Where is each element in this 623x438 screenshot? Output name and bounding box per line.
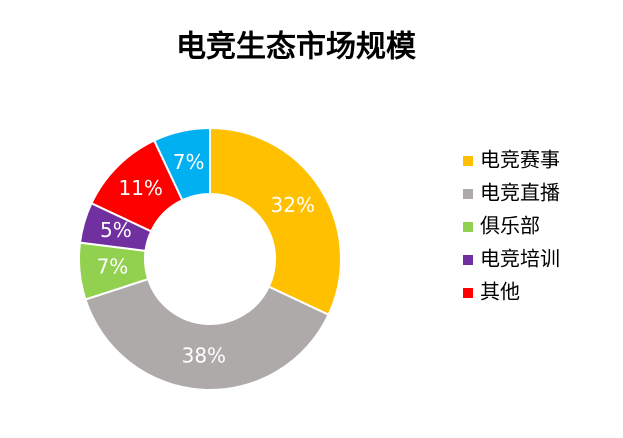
data-label: 38%: [182, 343, 226, 367]
legend-label: 电竞赛事: [480, 148, 560, 172]
legend-label: 其他: [480, 280, 520, 304]
donut-segment: [84, 277, 330, 391]
legend-label: 电竞直播: [480, 181, 560, 205]
data-label: 5%: [100, 218, 132, 242]
data-label: 7%: [97, 255, 129, 279]
data-label: 7%: [173, 150, 205, 174]
data-label: 32%: [271, 193, 315, 217]
legend-swatch: [463, 255, 473, 265]
legend-label: 电竞培训: [480, 247, 560, 271]
chart-title: 电竞生态市场规模: [176, 30, 416, 65]
legend-swatch: [463, 156, 473, 166]
data-label: 11%: [118, 176, 162, 200]
legend-swatch: [463, 189, 473, 199]
legend-label: 俱乐部: [480, 214, 540, 238]
donut-segment: [152, 126, 211, 202]
legend-swatch: [463, 222, 473, 232]
donut-segment: [209, 126, 342, 317]
legend-swatch: [463, 288, 473, 298]
